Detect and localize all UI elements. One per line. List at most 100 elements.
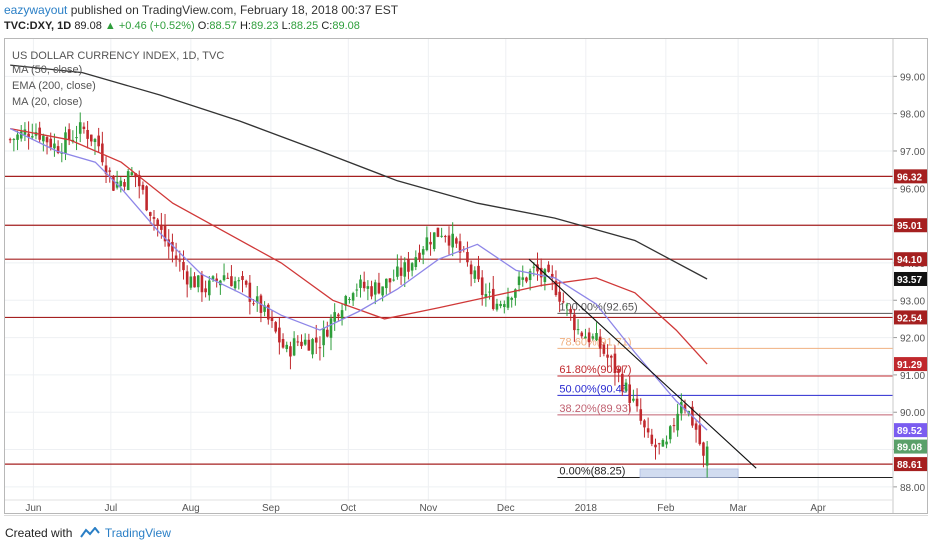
candle-body xyxy=(90,134,93,142)
candle-body xyxy=(314,337,318,343)
candle-body xyxy=(646,428,650,433)
candle-body xyxy=(274,322,277,332)
candle-body xyxy=(698,425,702,445)
candle-body xyxy=(525,277,528,282)
candle-body xyxy=(580,332,584,337)
candle-body xyxy=(584,336,587,339)
candle-body xyxy=(495,303,499,310)
tradingview-logo-icon xyxy=(79,526,100,538)
y-tick-label: 97.00 xyxy=(900,147,925,158)
close-label: C: xyxy=(321,20,333,32)
downtrend-line xyxy=(528,258,757,469)
price-label-badge xyxy=(894,169,927,184)
open-value: 88.57 xyxy=(209,20,237,32)
candle-body xyxy=(311,339,314,355)
candle-body xyxy=(27,133,30,137)
up-arrow-icon: ▲ xyxy=(104,20,116,32)
candle-body xyxy=(49,138,53,148)
x-tick-label: Dec xyxy=(497,503,515,514)
y-tick-label: 98.00 xyxy=(900,110,925,121)
candle-body xyxy=(137,174,141,187)
candle-body xyxy=(270,317,274,322)
price-label-badge xyxy=(894,271,927,286)
ma20-legend[interactable]: MA (20, close) xyxy=(12,96,83,108)
fib-label: 61.80%(90.97) xyxy=(559,364,631,376)
y-tick-label: 99.00 xyxy=(900,72,925,83)
candle-body xyxy=(30,136,34,138)
candle-body xyxy=(377,282,381,294)
candle-body xyxy=(569,309,572,313)
candle-body xyxy=(473,270,477,279)
candle-body xyxy=(550,273,554,279)
candle-body xyxy=(440,235,443,237)
tradingview-brand[interactable]: TradingView xyxy=(104,526,171,540)
footer-divider xyxy=(4,515,928,516)
candle-body xyxy=(141,184,145,190)
candle-body xyxy=(248,282,252,302)
candle-body xyxy=(661,439,665,447)
candle-body xyxy=(208,280,211,296)
price-label-text: 94.10 xyxy=(897,255,922,266)
candle-body xyxy=(399,267,403,276)
candle-body xyxy=(558,291,561,302)
candle-body xyxy=(348,299,351,301)
price-label-text: 96.32 xyxy=(897,172,922,183)
candle-body xyxy=(694,423,698,430)
ma50-legend[interactable]: MA (50, close) xyxy=(12,64,83,76)
candle-body xyxy=(178,260,182,262)
candle-body xyxy=(289,346,292,357)
candle-body xyxy=(595,333,598,341)
last-price: 89.08 xyxy=(74,20,102,32)
candle-body xyxy=(366,286,370,289)
candle-body xyxy=(425,237,429,251)
candle-body xyxy=(410,263,414,271)
candle-body xyxy=(252,303,255,305)
price-label-badge xyxy=(894,457,927,472)
price-label-badge xyxy=(894,357,927,372)
candle-body xyxy=(447,235,451,246)
candle-body xyxy=(104,165,108,174)
x-tick-label: Aug xyxy=(182,503,200,514)
candle-body xyxy=(429,241,432,245)
candle-body xyxy=(506,296,510,308)
ema200-legend[interactable]: EMA (200, close) xyxy=(12,80,96,92)
support-zone xyxy=(639,468,739,478)
candle-body xyxy=(337,314,340,317)
candle-body xyxy=(123,182,126,187)
candle-body xyxy=(668,426,672,440)
candle-body xyxy=(351,293,355,301)
candle-body xyxy=(650,434,654,444)
candle-body xyxy=(171,241,174,252)
candle-body xyxy=(484,294,488,297)
candle-body xyxy=(362,281,366,289)
x-tick-label: Sep xyxy=(262,503,280,514)
candle-body xyxy=(211,276,215,280)
candle-body xyxy=(455,238,458,244)
candle-body xyxy=(340,310,344,319)
candle-body xyxy=(255,296,259,303)
candle-body xyxy=(75,137,78,139)
author-link[interactable]: eazywayout xyxy=(4,3,68,17)
candle-body xyxy=(444,236,447,238)
ma20-line xyxy=(9,128,708,431)
candle-body xyxy=(702,442,705,456)
low-value: 88.25 xyxy=(290,20,319,32)
candle-body xyxy=(263,305,266,312)
candle-body xyxy=(12,139,16,141)
candle-body xyxy=(665,441,668,445)
publish-text: published on TradingView.com, February 1… xyxy=(70,3,399,17)
candle-body xyxy=(237,280,241,282)
candle-body xyxy=(628,384,631,403)
candle-body xyxy=(606,354,609,358)
candle-body xyxy=(19,131,23,139)
candle-body xyxy=(436,227,440,237)
candle-body xyxy=(53,143,56,149)
candle-body xyxy=(547,264,550,272)
candle-body xyxy=(632,398,635,401)
candle-body xyxy=(359,279,362,288)
candle-body xyxy=(432,232,436,250)
candle-body xyxy=(554,280,558,295)
candle-body xyxy=(167,239,171,247)
y-tick-label: 88.00 xyxy=(900,483,925,494)
